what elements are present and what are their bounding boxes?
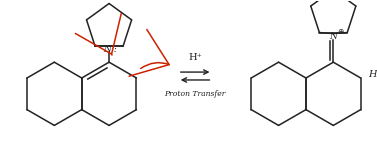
Text: ⊕: ⊕ [337,27,343,36]
Text: N :: N : [103,45,117,54]
Text: N: N [329,32,337,41]
FancyArrowPatch shape [75,14,121,55]
Text: H: H [369,70,377,79]
Text: H⁺: H⁺ [188,53,202,62]
FancyArrowPatch shape [129,29,169,76]
Text: Proton Transfer: Proton Transfer [164,90,226,98]
